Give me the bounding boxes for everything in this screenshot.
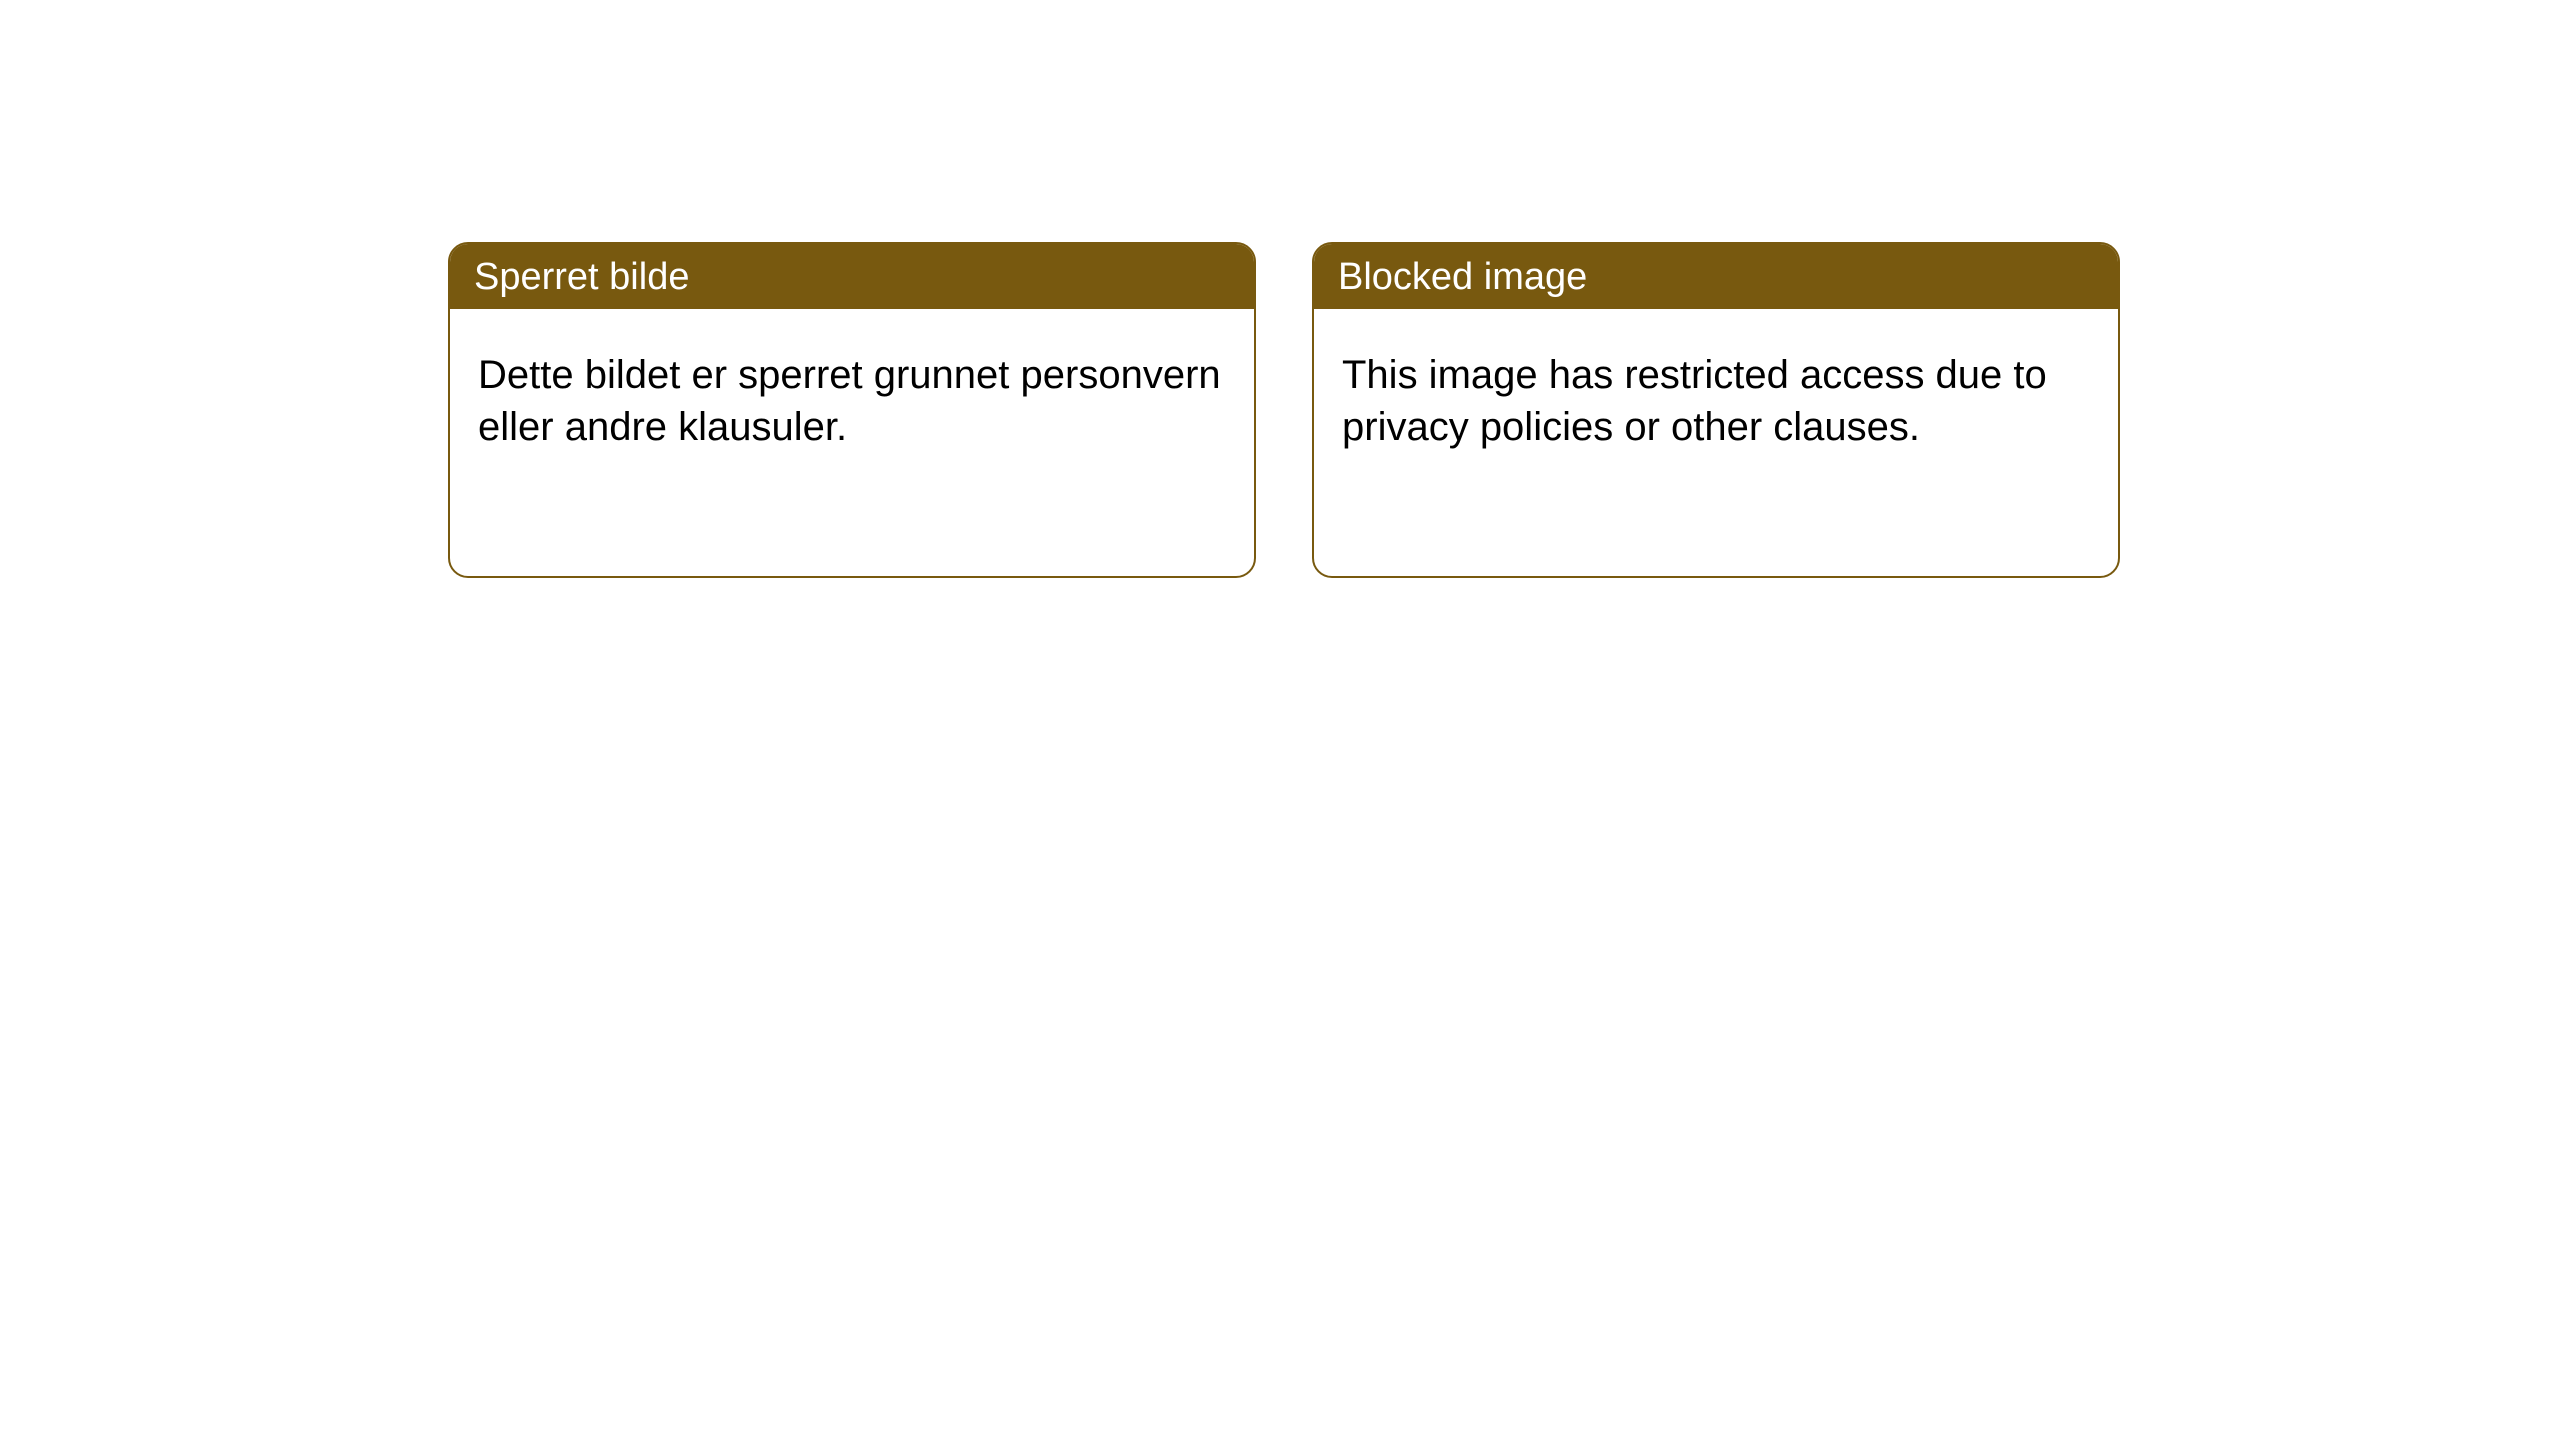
notice-cards-container: Sperret bilde Dette bildet er sperret gr…	[0, 0, 2560, 578]
notice-card-title: Blocked image	[1314, 244, 2118, 309]
notice-card-body: Dette bildet er sperret grunnet personve…	[450, 309, 1254, 481]
notice-card-norwegian: Sperret bilde Dette bildet er sperret gr…	[448, 242, 1256, 578]
notice-card-body: This image has restricted access due to …	[1314, 309, 2118, 481]
notice-card-title: Sperret bilde	[450, 244, 1254, 309]
notice-card-english: Blocked image This image has restricted …	[1312, 242, 2120, 578]
